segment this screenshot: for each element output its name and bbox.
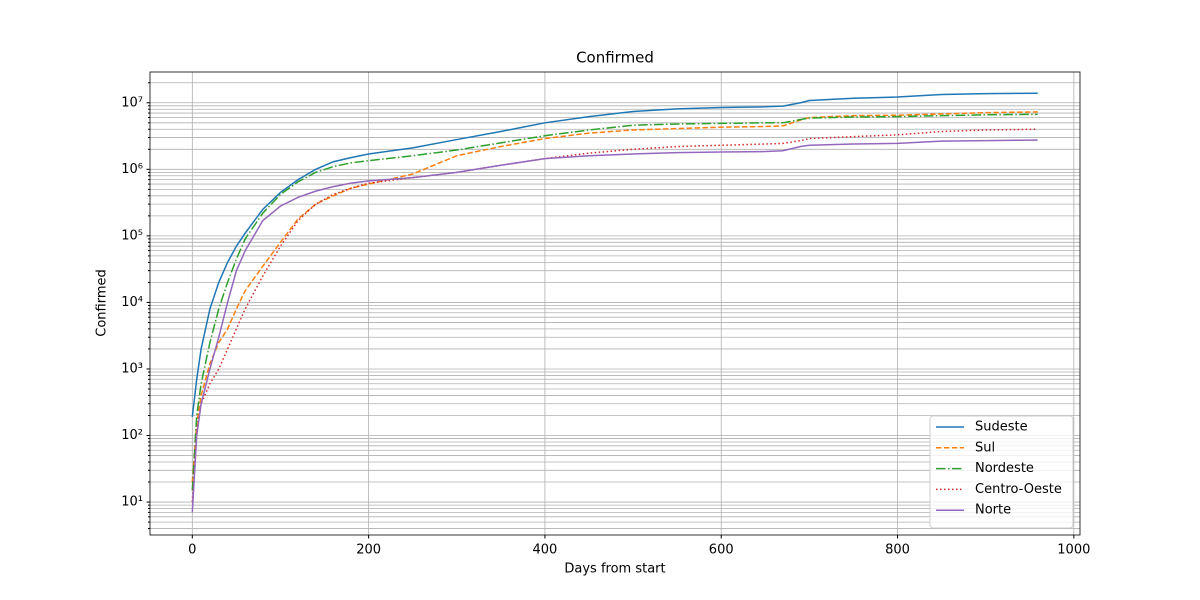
axes-frame — [149, 71, 1081, 536]
x-tick-label: 0 — [188, 543, 196, 558]
y-tick-label: 10² — [121, 428, 143, 443]
plot-lines — [191, 92, 1038, 513]
legend-label: Sul — [975, 440, 995, 455]
legend-label: Centro-Oeste — [975, 482, 1062, 497]
y-tick-label: 10⁵ — [121, 228, 143, 243]
y-tick-label: 10³ — [121, 361, 143, 376]
chart-title: Confirmed — [576, 49, 654, 67]
series-line — [191, 139, 1038, 513]
y-tick-label: 10⁶ — [121, 162, 143, 177]
legend-label: Nordeste — [975, 461, 1034, 476]
x-axis-label: Days from start — [564, 562, 665, 577]
legend-label: Sudeste — [975, 420, 1028, 435]
series-line — [191, 92, 1038, 418]
x-tick-label: 800 — [885, 543, 910, 558]
axes: 0 200 400 600 800 1000 10¹ 10² 10³ 10⁴ 10⁵ 10⁶ 10⁷ — [121, 71, 1090, 558]
legend: Sudeste Sul Nordeste Centro-Oeste Norte — [929, 415, 1074, 529]
legend-box — [929, 415, 1074, 529]
series-line — [191, 113, 1038, 491]
legend-label: Norte — [975, 503, 1011, 518]
x-tick-label: 200 — [356, 543, 381, 558]
y-tick-label: 10¹ — [121, 495, 143, 510]
x-tick-label: 600 — [709, 543, 734, 558]
x-tick-label: 1000 — [1057, 543, 1090, 558]
series-line — [191, 111, 1038, 483]
y-tick-label: 10⁴ — [121, 295, 143, 310]
x-tick-label: 400 — [533, 543, 558, 558]
y-tick-label: 10⁷ — [121, 95, 143, 110]
y-axis-label: Confirmed — [95, 269, 110, 337]
